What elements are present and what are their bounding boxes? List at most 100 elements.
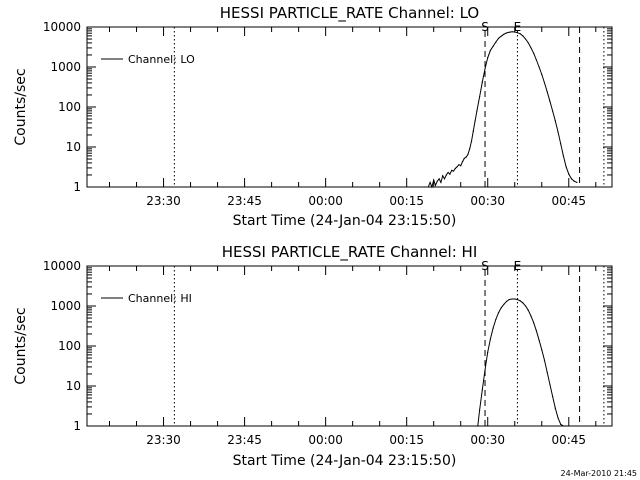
data-point bbox=[527, 309, 529, 311]
data-point bbox=[492, 327, 494, 329]
data-point bbox=[500, 35, 502, 37]
data-point bbox=[551, 110, 554, 112]
series-line-lo bbox=[427, 31, 578, 189]
data-point bbox=[522, 302, 524, 304]
data-point bbox=[530, 315, 532, 317]
data-point bbox=[541, 73, 543, 76]
chart-title: HESSI PARTICLE_RATE Channel: HI bbox=[222, 243, 478, 262]
data-point bbox=[519, 300, 521, 302]
data-point bbox=[543, 359, 546, 361]
data-point bbox=[565, 425, 567, 427]
data-point bbox=[451, 169, 453, 172]
data-point bbox=[508, 298, 510, 301]
series-line-hi bbox=[477, 298, 567, 427]
chart-panel-hi: HESSI PARTICLE_RATE Channel: HI 1 10 100 100… bbox=[13, 243, 613, 469]
data-point bbox=[506, 32, 508, 34]
y-axis-label: Counts/sec bbox=[13, 68, 29, 145]
data-point bbox=[562, 425, 564, 427]
y-tick-label: 1 bbox=[73, 419, 81, 433]
data-point bbox=[549, 383, 551, 385]
data-point bbox=[565, 166, 567, 168]
data-point bbox=[503, 33, 505, 35]
x-axis-label: Start Time (24-Jan-04 23:15:50) bbox=[233, 213, 457, 229]
y-tick-label: 1000 bbox=[50, 299, 81, 313]
y-tick-label: 10000 bbox=[43, 20, 81, 34]
data-point bbox=[495, 318, 497, 321]
y-tick-label: 1 bbox=[73, 180, 81, 194]
data-point bbox=[530, 47, 532, 49]
data-point bbox=[546, 91, 548, 93]
data-point bbox=[543, 82, 546, 84]
data-point bbox=[479, 409, 481, 411]
data-point bbox=[474, 120, 476, 122]
data-point bbox=[554, 407, 556, 409]
data-point bbox=[477, 425, 479, 427]
data-point bbox=[516, 32, 519, 34]
data-point bbox=[551, 395, 554, 397]
data-point bbox=[560, 423, 562, 425]
x-axis-label: Start Time (24-Jan-04 23:15:50) bbox=[233, 453, 457, 469]
data-point bbox=[533, 322, 535, 324]
x-tick-label: 00:45 bbox=[551, 194, 586, 208]
data-point bbox=[500, 307, 502, 309]
x-tick-label: 23:30 bbox=[146, 194, 181, 208]
footer-timestamp: 24-Mar-2010 21:45 bbox=[561, 469, 638, 478]
data-point bbox=[576, 181, 578, 184]
data-point bbox=[434, 184, 437, 186]
data-point bbox=[508, 31, 510, 33]
data-point bbox=[562, 155, 564, 157]
data-point bbox=[484, 68, 486, 70]
data-point bbox=[489, 49, 492, 52]
data-point bbox=[514, 31, 516, 33]
data-point bbox=[492, 45, 494, 47]
data-point bbox=[533, 52, 535, 54]
legend-label: Channel: HI bbox=[128, 292, 192, 305]
data-point bbox=[427, 186, 429, 188]
data-point bbox=[449, 173, 451, 175]
data-point bbox=[535, 330, 537, 332]
data-point bbox=[431, 186, 433, 188]
data-point bbox=[511, 298, 513, 300]
data-point bbox=[497, 312, 500, 314]
y-tick-label: 100 bbox=[58, 339, 81, 353]
data-point bbox=[429, 181, 431, 184]
data-point bbox=[527, 42, 529, 44]
x-tick-label: 00:30 bbox=[470, 194, 505, 208]
data-point bbox=[538, 339, 540, 341]
data-point bbox=[458, 164, 460, 166]
data-point bbox=[456, 166, 458, 168]
data-point bbox=[479, 96, 481, 98]
y-axis-label: Counts/sec bbox=[13, 307, 29, 384]
data-point bbox=[522, 35, 524, 37]
data-point bbox=[519, 33, 521, 35]
data-point bbox=[481, 389, 483, 391]
x-tick-label: 23:45 bbox=[227, 194, 262, 208]
x-tick-label: 00:30 bbox=[470, 433, 505, 447]
y-tick-label: 100 bbox=[58, 100, 81, 114]
data-point bbox=[436, 180, 438, 182]
marker-label-e: E bbox=[514, 259, 522, 273]
data-point bbox=[549, 100, 551, 102]
data-point bbox=[442, 175, 444, 177]
x-tick-label: 00:45 bbox=[551, 433, 586, 447]
data-point bbox=[476, 110, 478, 112]
data-point bbox=[470, 140, 473, 142]
data-point bbox=[467, 153, 469, 156]
data-point bbox=[454, 167, 456, 170]
data-point bbox=[557, 417, 559, 419]
x-tick-label: 00:15 bbox=[389, 433, 424, 447]
x-tick-label: 23:30 bbox=[146, 433, 181, 447]
data-point bbox=[465, 156, 467, 158]
marker-label-s: S bbox=[481, 20, 489, 34]
data-point bbox=[461, 161, 464, 163]
x-tick-label: 00:00 bbox=[308, 433, 343, 447]
data-point bbox=[469, 148, 471, 150]
data-point bbox=[546, 371, 548, 373]
data-point bbox=[554, 120, 556, 122]
data-point bbox=[516, 298, 519, 301]
data-point bbox=[497, 37, 500, 39]
data-point bbox=[489, 338, 492, 340]
plot-frame bbox=[86, 265, 613, 427]
data-point bbox=[452, 170, 455, 172]
data-point bbox=[495, 41, 497, 43]
